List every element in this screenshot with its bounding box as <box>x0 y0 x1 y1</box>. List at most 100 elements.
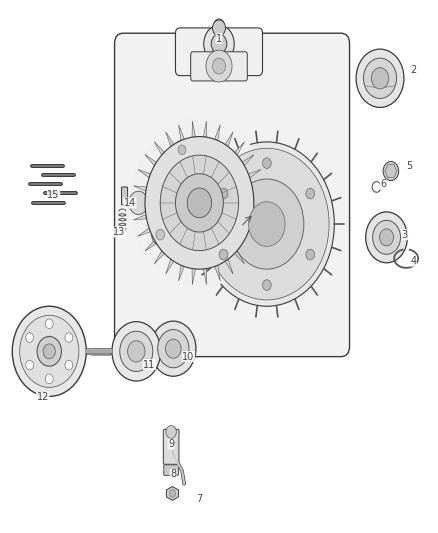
Circle shape <box>262 158 271 168</box>
Circle shape <box>166 339 181 358</box>
Text: 14: 14 <box>124 198 136 208</box>
Polygon shape <box>132 201 145 205</box>
Circle shape <box>380 229 393 246</box>
Circle shape <box>204 25 234 62</box>
Circle shape <box>199 142 334 306</box>
Circle shape <box>170 490 176 497</box>
Polygon shape <box>145 155 156 166</box>
Circle shape <box>212 58 226 74</box>
Circle shape <box>129 191 148 215</box>
Circle shape <box>306 188 314 199</box>
Circle shape <box>373 220 400 254</box>
Circle shape <box>219 188 228 199</box>
Circle shape <box>174 140 190 159</box>
Circle shape <box>145 136 254 269</box>
FancyBboxPatch shape <box>176 28 262 76</box>
Text: 2: 2 <box>410 66 417 75</box>
Circle shape <box>43 344 55 359</box>
Polygon shape <box>248 228 261 236</box>
Circle shape <box>187 188 212 217</box>
Circle shape <box>65 333 73 342</box>
Polygon shape <box>138 228 150 236</box>
Polygon shape <box>145 240 156 251</box>
Text: 6: 6 <box>380 179 386 189</box>
Polygon shape <box>179 265 184 281</box>
Polygon shape <box>134 186 147 191</box>
FancyBboxPatch shape <box>164 465 179 475</box>
Circle shape <box>127 341 145 362</box>
Text: 8: 8 <box>170 470 177 479</box>
Polygon shape <box>192 121 195 137</box>
Circle shape <box>120 331 153 372</box>
Polygon shape <box>138 169 150 178</box>
Text: 11: 11 <box>143 360 155 369</box>
Polygon shape <box>385 165 397 177</box>
Polygon shape <box>225 132 233 147</box>
Circle shape <box>205 148 329 300</box>
FancyBboxPatch shape <box>191 52 247 81</box>
Polygon shape <box>252 215 265 220</box>
Polygon shape <box>252 186 265 191</box>
FancyBboxPatch shape <box>121 187 127 205</box>
Polygon shape <box>134 215 147 220</box>
Polygon shape <box>234 251 244 264</box>
Polygon shape <box>203 269 207 285</box>
Circle shape <box>366 212 407 263</box>
Polygon shape <box>215 265 220 281</box>
Circle shape <box>65 360 73 370</box>
Polygon shape <box>154 142 164 155</box>
Polygon shape <box>203 121 207 137</box>
Polygon shape <box>234 142 244 155</box>
Circle shape <box>178 145 186 155</box>
Circle shape <box>383 161 399 181</box>
Circle shape <box>130 118 269 288</box>
Text: 7: 7 <box>196 494 202 504</box>
Circle shape <box>160 155 239 251</box>
Polygon shape <box>242 155 254 166</box>
Circle shape <box>371 68 389 89</box>
Circle shape <box>112 321 161 381</box>
Circle shape <box>156 229 165 240</box>
Text: 1: 1 <box>216 34 222 44</box>
Circle shape <box>306 249 314 260</box>
Text: 10: 10 <box>182 352 194 361</box>
Circle shape <box>46 374 53 384</box>
Circle shape <box>364 58 396 99</box>
Polygon shape <box>154 251 164 264</box>
Circle shape <box>249 202 285 246</box>
Circle shape <box>152 224 169 245</box>
Circle shape <box>46 319 53 328</box>
Text: 13: 13 <box>113 227 125 237</box>
Polygon shape <box>225 259 233 274</box>
Circle shape <box>166 425 177 438</box>
Text: 5: 5 <box>406 161 413 171</box>
Polygon shape <box>254 201 267 205</box>
Circle shape <box>206 50 232 82</box>
Text: 9: 9 <box>168 439 174 449</box>
Circle shape <box>212 20 226 36</box>
Polygon shape <box>166 132 174 147</box>
Circle shape <box>37 336 61 366</box>
Polygon shape <box>166 487 178 500</box>
Text: 15: 15 <box>47 190 60 200</box>
Polygon shape <box>179 125 184 141</box>
Text: 4: 4 <box>410 256 417 266</box>
Circle shape <box>158 329 189 368</box>
Circle shape <box>262 280 271 290</box>
Circle shape <box>12 306 86 397</box>
Circle shape <box>356 49 404 108</box>
Circle shape <box>230 179 304 269</box>
Circle shape <box>20 316 79 387</box>
Text: 3: 3 <box>402 230 408 240</box>
Polygon shape <box>215 125 220 141</box>
FancyBboxPatch shape <box>115 33 350 357</box>
Circle shape <box>151 321 196 376</box>
Polygon shape <box>166 259 174 274</box>
Text: 12: 12 <box>36 392 49 402</box>
Circle shape <box>219 249 228 260</box>
Polygon shape <box>248 169 261 178</box>
Polygon shape <box>242 240 254 251</box>
Circle shape <box>211 34 227 53</box>
Circle shape <box>214 19 224 31</box>
Circle shape <box>26 360 34 370</box>
